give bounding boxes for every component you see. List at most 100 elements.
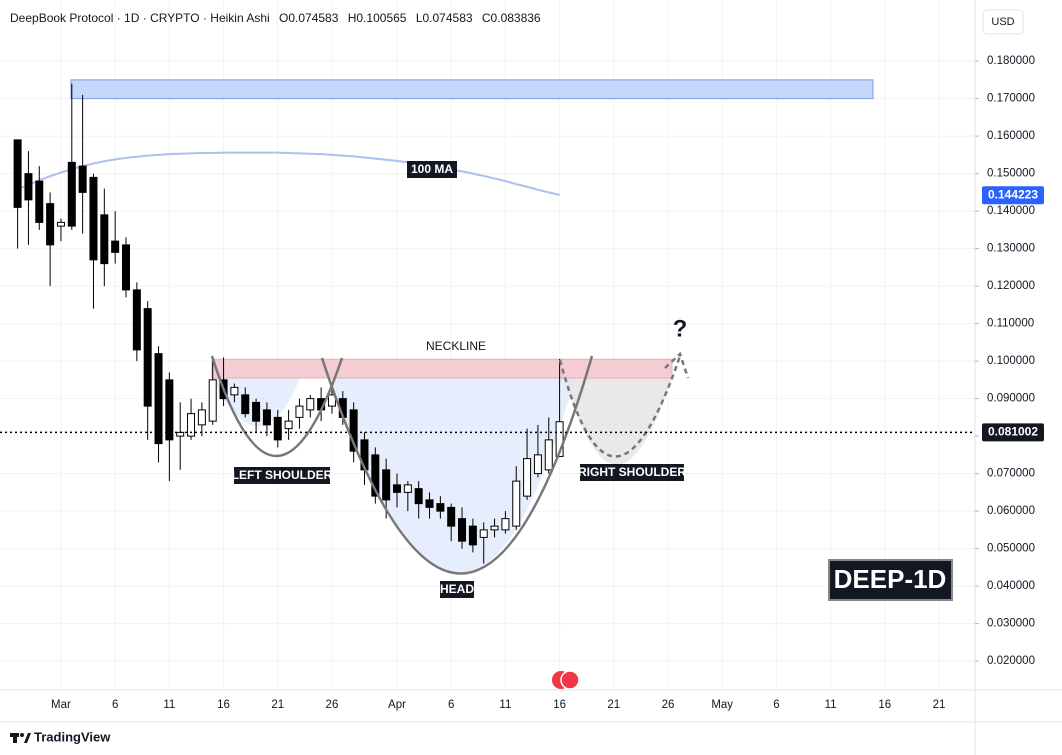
candle-body (371, 454, 380, 497)
candle-body (501, 518, 510, 531)
candle-body (425, 499, 434, 508)
currency-box[interactable] (982, 9, 1024, 35)
x-tick-label: 6 (448, 699, 454, 711)
candle-body (230, 386, 239, 396)
candle-body (403, 484, 412, 493)
candle-body (436, 503, 445, 512)
x-tick-label: 26 (662, 699, 675, 711)
x-tick-label: 21 (933, 699, 946, 711)
right-shoulder-curve (558, 355, 682, 458)
y-tick-label: 0.090000 (987, 393, 1035, 405)
question-mark: ? (673, 315, 688, 342)
candle-body (165, 379, 174, 441)
x-tick-label: 21 (271, 699, 284, 711)
ma-line (17, 151, 560, 196)
flags-icon (552, 670, 580, 690)
head-curve (320, 355, 594, 575)
candle-body (512, 480, 521, 527)
symbol-box (828, 559, 953, 601)
price-badge-label: 0.081002 (988, 425, 1038, 439)
label-box (234, 467, 330, 484)
candle-body (35, 180, 44, 223)
candle-body (468, 525, 477, 546)
brand: TradingView (34, 729, 111, 744)
x-tick-label: 6 (773, 699, 779, 711)
candle-body (327, 394, 336, 407)
candle-body (382, 469, 391, 501)
candle-body (447, 506, 456, 527)
y-tick-label: 0.050000 (987, 543, 1035, 555)
y-tick-label: 0.150000 (987, 168, 1035, 180)
neckline-zone (211, 358, 673, 379)
projection (664, 351, 690, 379)
candle-body (132, 289, 141, 351)
candle-body (24, 173, 33, 201)
x-tick-label: 11 (825, 699, 837, 711)
candle-body (252, 401, 261, 422)
x-tick-label: 26 (326, 699, 339, 711)
left-shoulder-label: LEFT SHOULDER (232, 468, 333, 482)
header-close: C0.083836 (482, 11, 541, 25)
currency[interactable]: USD (991, 16, 1014, 28)
y-tick-label: 0.110000 (987, 318, 1034, 330)
x-tick-label: 16 (553, 699, 566, 711)
candle-body (89, 176, 98, 261)
price-badge (982, 423, 1044, 442)
candle-body (284, 420, 293, 430)
candle-body (122, 244, 130, 291)
candle-body (393, 484, 401, 493)
candle-body (295, 405, 304, 418)
candle-body (13, 139, 22, 208)
candle-body (56, 221, 65, 227)
neckline-label: NECKLINE (426, 339, 486, 353)
label-box (580, 464, 684, 481)
candle-body (306, 398, 315, 411)
candle-body (67, 161, 76, 227)
x-tick-label: Apr (388, 699, 406, 711)
candle-body (273, 416, 282, 441)
y-tick-label: 0.130000 (987, 243, 1035, 255)
ma-label: 100 MA (411, 162, 453, 176)
right-shoulder-fill (560, 360, 672, 465)
header: DeepBook Protocol · 1D · CRYPTO · Heikin… (10, 11, 541, 25)
y-tick-label: 0.030000 (987, 618, 1035, 630)
candle-body (262, 409, 271, 426)
symbol-badge: DEEP-1D (834, 564, 947, 594)
candle-body (490, 525, 499, 531)
y-tick-label: 0.180000 (987, 55, 1035, 67)
candle-body (523, 458, 532, 497)
x-tick-label: 6 (112, 699, 118, 711)
candle-body (208, 379, 217, 422)
x-tick-label: 16 (217, 699, 230, 711)
header-open: O0.074583 (279, 11, 339, 25)
y-tick-label: 0.100000 (987, 355, 1035, 367)
tv-logo (10, 733, 31, 743)
x-tick-label: May (711, 699, 733, 711)
candle-body (46, 203, 55, 246)
candle-body (143, 308, 152, 407)
candle-body (154, 353, 163, 445)
ma-badge (982, 186, 1044, 205)
candle-body (414, 488, 423, 505)
header-title: DeepBook Protocol · 1D · CRYPTO · Heikin… (10, 11, 270, 25)
label-box (407, 161, 457, 178)
x-tick-label: 11 (163, 699, 175, 711)
y-tick-label: 0.170000 (987, 93, 1035, 105)
x-tick-label: Mar (51, 699, 71, 711)
candle-body (187, 413, 196, 437)
right-shoulder-label: RIGHT SHOULDER (578, 465, 686, 479)
x-tick-label: 16 (878, 699, 891, 711)
ma-badge-label: 0.144223 (988, 187, 1038, 201)
y-tick-label: 0.020000 (987, 655, 1035, 667)
header-high: H0.100565 (348, 11, 407, 25)
y-tick-label: 0.120000 (987, 280, 1035, 292)
x-tick-label: 11 (499, 699, 511, 711)
y-tick-label: 0.160000 (987, 130, 1035, 142)
candle-body (111, 240, 120, 253)
marks (13, 83, 564, 564)
candle-body (544, 439, 553, 471)
candle-body (349, 409, 358, 452)
y-tick-label: 0.140000 (987, 205, 1035, 217)
candle-body (78, 165, 87, 193)
